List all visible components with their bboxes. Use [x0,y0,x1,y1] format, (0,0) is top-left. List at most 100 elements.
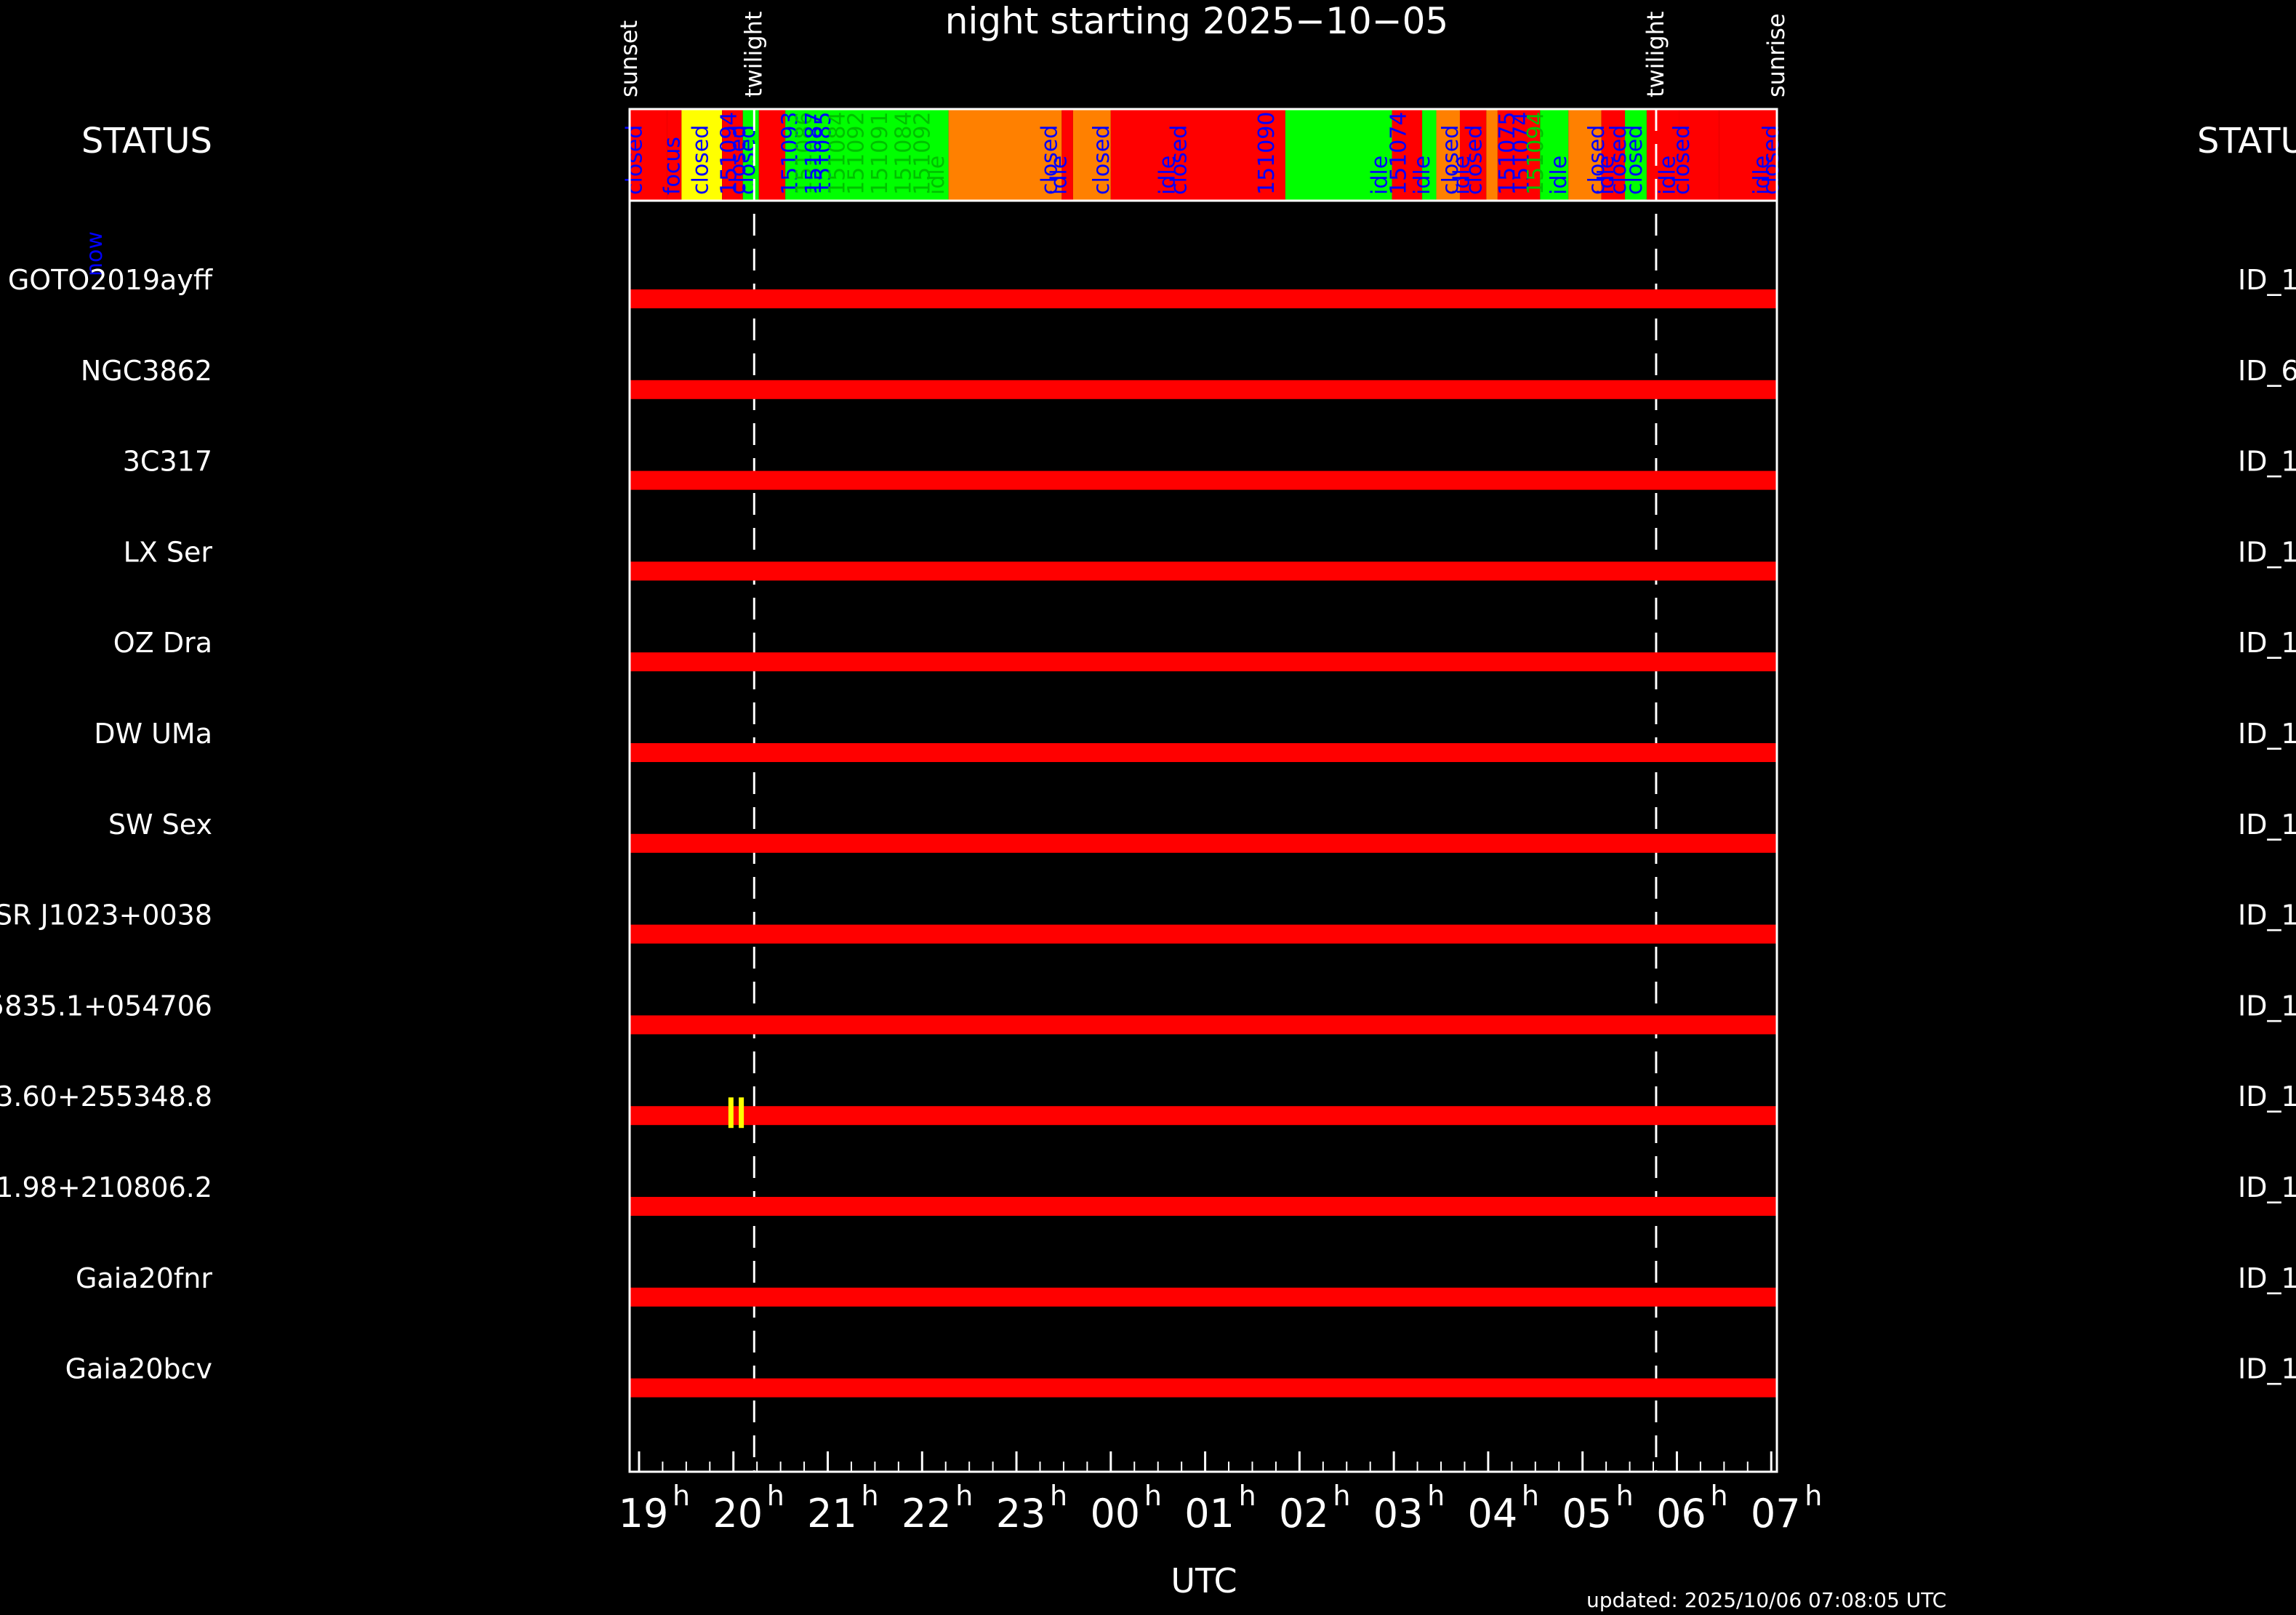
status-label: closed [726,125,751,195]
tick-unit: h [1144,1480,1162,1512]
target-bar [630,1197,1777,1216]
target-id: ID_151 [2238,1262,2296,1294]
target-id: ID_151 [2238,536,2296,568]
status-segment [667,109,682,201]
status-label: 151074 [1509,111,1534,195]
chart-title: night starting 2025−10−05 [945,0,1448,42]
status-label-right: STATU [2197,121,2296,161]
event-label: twilight [1642,11,1669,97]
target-name: DW UMa [94,718,212,750]
status-segment [1422,109,1437,201]
target-bar [630,1378,1777,1398]
status-segment [1285,109,1392,201]
status-label: idle [1749,156,1775,195]
target-id: ID_151 [2238,627,2296,659]
target-bar [630,652,1777,672]
tick-unit: h [1333,1480,1350,1512]
target-id: ID_151 [2238,899,2296,931]
event-label: twilight [739,11,767,97]
tick-label: 21 [807,1491,857,1536]
status-segment [1392,109,1423,201]
status-label: 151094 [1523,111,1549,195]
event-label: sunset [615,20,643,97]
status-label: focus [659,137,685,195]
status-segment [948,109,1062,201]
target-name: 3.60+255348.8 [0,1081,212,1113]
status-label: closed [1037,125,1062,195]
status-label: closed [1089,125,1115,195]
status-label: idle [924,156,950,195]
status-label: closed [1461,125,1487,195]
plot-frame [628,199,1778,1473]
status-segment [1568,109,1602,201]
status-label: idle [1155,156,1181,195]
target-name: 3C317 [123,446,212,478]
target-id: ID_605 [2238,355,2296,387]
tick-unit: h [862,1480,879,1512]
status-segment [1540,109,1569,201]
tick-label: 06 [1656,1491,1706,1536]
tick-label: 02 [1279,1491,1329,1536]
target-bar [630,924,1777,944]
status-segment [785,109,949,201]
status-label: 151092 [843,111,869,195]
status-segment [1459,109,1487,201]
event-lines: sunset twilight twilight sunrise [615,11,1790,1472]
target-bar [630,1015,1777,1035]
target-id: ID_151 [2238,990,2296,1022]
status-label: idle [1450,156,1475,195]
tick-label: 04 [1468,1491,1518,1536]
target-bar [630,833,1777,853]
target-id: ID_151 [2238,1353,2296,1385]
target-bar [630,470,1777,490]
target-name: NGC3862 [81,355,212,387]
target-bar [630,1287,1777,1307]
status-label-left: STATUS [81,121,212,161]
status-segment [1497,109,1541,201]
now-label: now [82,231,108,276]
status-label: idle [1594,156,1619,195]
status-segment [1436,109,1460,201]
target-name: OZ Dra [113,627,212,659]
status-label: closed [1606,125,1631,195]
status-label: idle [1655,156,1680,195]
target-name: SW Sex [108,809,212,841]
target-id: ID_151 [2238,264,2296,296]
target-id: ID_122 [2238,446,2296,478]
observation-marker [728,1097,734,1129]
status-label: 151090 [1254,111,1280,195]
status-segment [1486,109,1498,201]
status-label: closed [1584,125,1610,195]
status-segment [722,109,743,201]
status-label: 151094 [716,111,742,195]
tick-unit: h [673,1480,690,1512]
status-label: 151075 [1495,111,1520,195]
status-label: closed [622,125,647,195]
tick-label: 03 [1373,1491,1424,1536]
tick-unit: h [955,1480,973,1512]
status-label: closed [1438,125,1464,195]
target-bar [630,1106,1777,1126]
status-label: closed [1759,125,1784,195]
tick-label: 23 [996,1491,1046,1536]
tick-unit: h [1710,1480,1727,1512]
status-segment [1719,109,1777,201]
status-label: 151085 [811,111,836,195]
status-label: closed [735,125,760,195]
x-axis-label: UTC [1171,1561,1237,1600]
target-id: ID_151 [2238,809,2296,841]
target-id: ID_151 [2238,1171,2296,1203]
status-label: idle [1368,156,1393,195]
status-label: 151084 [891,111,916,195]
status-label: 151086 [792,111,817,195]
target-bar [630,289,1777,308]
tick-unit: h [1805,1480,1822,1512]
tick-label: 19 [619,1491,669,1536]
target-id: ID_151 [2238,1081,2296,1113]
tick-unit: h [1522,1480,1539,1512]
status-label: idle [1046,156,1072,195]
tick-unit: h [767,1480,784,1512]
status-segment [1625,109,1647,201]
tick-label: 07 [1751,1491,1801,1536]
